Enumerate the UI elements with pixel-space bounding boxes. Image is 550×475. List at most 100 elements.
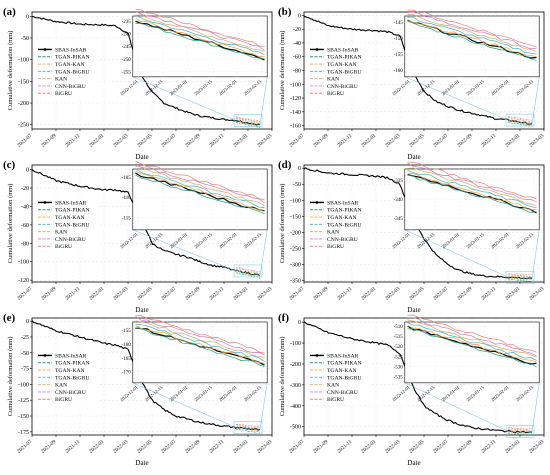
legend-box — [36, 44, 98, 99]
legend-marker — [43, 354, 47, 357]
x-tick-label: 2022-05 — [408, 439, 425, 455]
y-tick-label: -200 — [290, 362, 301, 368]
inset-x-tick-label: 2022-12-01 — [119, 231, 139, 249]
legend-label: TGAN-KAN — [55, 368, 85, 374]
inset-series-tgan-bigru — [135, 323, 265, 362]
inset-y-tick-label: -515 — [394, 335, 404, 340]
inset-y-tick-label: -340 — [394, 198, 404, 203]
y-tick-label: -120 — [290, 96, 301, 102]
inset-connector — [132, 229, 237, 272]
inset-y-tick-label: -520 — [394, 345, 404, 350]
chart-panel-3: (c) 0 -20 -40 -60 -80 -100 -120 2021-07 2021-09 20… — [3, 159, 274, 314]
series-line-tgan-bigru — [507, 430, 533, 433]
legend-label: BiGRU — [327, 91, 344, 97]
y-tick-label: -200 — [18, 101, 29, 107]
inset-series-tgan-kan — [135, 17, 265, 57]
legend-label: TGAN-BiGRU — [327, 222, 362, 228]
inset-x-tick-label: 2023-02-15 — [515, 231, 535, 249]
inset-connector — [132, 76, 237, 121]
inset-plot: -105 -110 -115 2022-12-01 2022-12-15 2023-01-… — [119, 160, 268, 249]
inset-y-tick-label: -250 — [122, 58, 132, 63]
y-tick-label: -40 — [21, 204, 29, 210]
inset-series-tgan-pikan — [407, 174, 537, 214]
inset-series-bigru — [135, 8, 265, 48]
y-tick-label: -150 — [18, 79, 29, 85]
y-tick-label: -50 — [21, 36, 29, 42]
y-tick-label: 0 — [298, 320, 301, 326]
legend-label: BiGRU — [55, 244, 72, 250]
y-tick-label: -80 — [293, 69, 301, 75]
inset-series-cnn-bigru — [135, 163, 265, 204]
y-tick-label: -120 — [18, 278, 29, 284]
series-line-kan — [235, 118, 261, 124]
series-line-sbas-insar — [303, 15, 533, 125]
legend-marker — [43, 48, 47, 51]
x-tick-label: 2021-09 — [312, 133, 329, 149]
x-tick-label: 2022-05 — [136, 133, 153, 149]
inset-x-tick-label: 2023-01-15 — [465, 384, 485, 402]
inset-series-kan — [407, 14, 537, 52]
y-tick-label: -100 — [290, 198, 301, 204]
inset-x-tick-label: 2023-02-15 — [515, 384, 535, 402]
legend-label: TGAN-KAN — [55, 215, 85, 221]
inset-x-tick-label: 2023-02-01 — [490, 231, 510, 249]
inset-series-cnn-bigru — [135, 316, 265, 356]
x-tick-label: 2022-05 — [408, 286, 425, 302]
x-tick-label: 2022-07 — [160, 133, 177, 149]
series-line-tgan-bigru — [235, 270, 261, 277]
inset-y-tick-label: -155 — [394, 53, 404, 58]
inset-series-tgan-bigru — [407, 170, 537, 209]
inset-connector — [259, 76, 268, 125]
y-tick-label: -160 — [290, 124, 301, 130]
inset-x-tick-label: 2022-12-01 — [391, 384, 411, 402]
y-tick-label: -150 — [18, 414, 29, 420]
series-line-tgan-pikan — [235, 272, 261, 279]
inset-x-tick-label: 2023-02-01 — [490, 384, 510, 402]
y-tick-label: -100 — [290, 82, 301, 88]
series-line-tgan-pikan — [235, 429, 261, 434]
inset-y-tick-label: -255 — [122, 71, 132, 76]
y-tick-label: -140 — [290, 110, 301, 116]
inset-series-tgan-kan — [407, 172, 537, 211]
inset-series-bigru — [407, 314, 537, 353]
zoom-region — [233, 264, 263, 278]
inset-plot: -335 -340 -345 2022-12-01 2022-12-15 2023-01-… — [391, 161, 540, 249]
inset-y-tick-label: -105 — [122, 176, 132, 181]
x-tick-label: 2021-11 — [64, 133, 81, 149]
inset-series-tgan-pikan — [135, 174, 265, 215]
inset-x-tick-label: 2023-01-01 — [169, 78, 189, 96]
legend-label: TGAN-KAN — [327, 62, 357, 68]
y-tick-label: -500 — [290, 425, 301, 431]
x-tick-label: 2023-01 — [504, 133, 521, 149]
x-axis-label: Date — [135, 459, 148, 467]
x-tick-label: 2021-11 — [336, 286, 353, 302]
legend-box — [36, 197, 98, 252]
x-tick-label: 2022-05 — [136, 286, 153, 302]
x-tick-label: 2021-09 — [312, 286, 329, 302]
series-line-tgan-kan — [508, 278, 532, 281]
x-axis-label: Date — [135, 153, 148, 161]
inset-connector — [404, 229, 509, 278]
x-tick-label: 2022-01 — [88, 133, 105, 149]
panel-label: (f) — [278, 312, 289, 324]
inset-series-sbas-insar — [135, 327, 265, 366]
series-line-tgan-pikan — [507, 278, 533, 282]
x-tick-label: 2022-07 — [432, 439, 449, 455]
inset-series-kan — [135, 320, 265, 358]
x-tick-label: 2022-09 — [456, 286, 473, 302]
legend-label: TGAN-KAN — [55, 62, 85, 68]
x-tick-label: 2022-01 — [88, 439, 105, 455]
y-tick-label: -60 — [21, 223, 29, 229]
series-line-sbas-insar — [31, 320, 261, 431]
inset-series-kan — [135, 165, 265, 207]
inset-x-tick-label: 2023-01-15 — [193, 384, 213, 402]
inset-series-bigru — [407, 9, 537, 48]
legend-label: CNN-BiGRU — [55, 237, 86, 243]
x-tick-label: 2021-07 — [16, 133, 33, 149]
series-line-tgan-bigru — [235, 427, 261, 431]
legend-label: TGAN-BiGRU — [55, 69, 90, 75]
inset-x-tick-label: 2023-01-01 — [169, 384, 189, 402]
legend-label: BiGRU — [327, 244, 344, 250]
